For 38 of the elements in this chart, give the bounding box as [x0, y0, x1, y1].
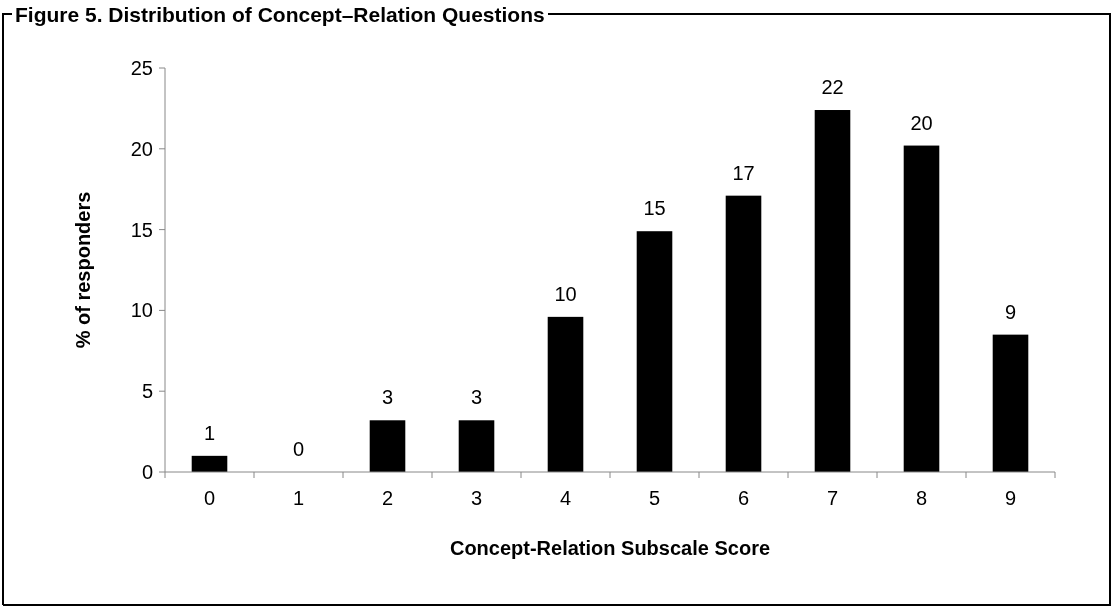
bar	[725, 195, 762, 472]
x-tick-label: 8	[915, 487, 928, 509]
data-label: 15	[643, 197, 666, 220]
x-tick-label: 5	[648, 487, 661, 509]
x-tick-label: 1	[292, 487, 305, 509]
bar	[191, 455, 228, 472]
data-label: 3	[381, 386, 394, 409]
y-tick-label: 0	[141, 461, 153, 483]
data-label: 22	[821, 76, 844, 99]
data-label: 3	[470, 386, 483, 409]
data-label: 20	[910, 111, 933, 134]
x-tick-label: 3	[470, 487, 483, 509]
y-tick-label: 10	[130, 299, 153, 322]
bar	[992, 334, 1029, 472]
y-tick-label: 20	[130, 137, 153, 160]
x-tick-label: 9	[1004, 487, 1017, 509]
x-tick-label: 6	[737, 487, 750, 509]
data-label: 0	[292, 438, 305, 460]
x-tick-label: 7	[826, 487, 839, 509]
data-label: 10	[554, 282, 577, 305]
bar	[636, 231, 673, 472]
bar	[547, 316, 584, 472]
y-axis-title: % of responders	[72, 191, 94, 349]
x-tick-label: 2	[381, 487, 394, 509]
bar	[903, 145, 940, 472]
x-tick-label: 4	[559, 487, 572, 509]
y-tick-label: 15	[130, 218, 153, 241]
data-label: 9	[1004, 300, 1017, 323]
x-axis-title: Concept-Relation Subscale Score	[449, 537, 771, 559]
y-tick-label: 25	[130, 57, 153, 79]
data-label: 17	[732, 161, 755, 184]
chart-title: Figure 5. Distribution of Concept–Relation Questions	[15, 3, 545, 26]
bar	[458, 420, 495, 472]
x-tick-label: 0	[203, 487, 216, 509]
bar	[369, 420, 406, 472]
y-tick-label: 5	[141, 380, 153, 403]
bar	[814, 110, 851, 472]
data-label: 1	[203, 421, 216, 444]
